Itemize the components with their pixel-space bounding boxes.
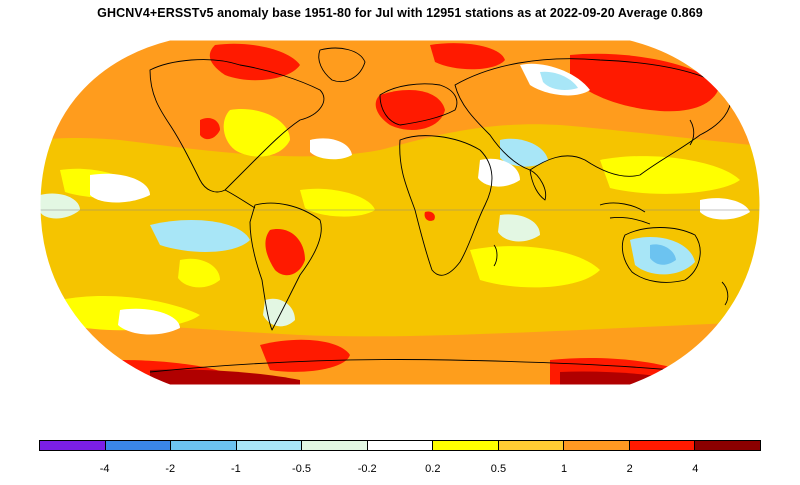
legend-swatch — [498, 441, 565, 450]
legend-swatch — [367, 441, 434, 450]
legend-tick-label: -0.2 — [357, 463, 377, 475]
map-title: GHCNV4+ERSSTv5 anomaly base 1951-80 for … — [97, 6, 703, 20]
legend-tick-label: -1 — [231, 463, 241, 475]
legend-tick-label: 0.5 — [490, 463, 507, 475]
legend-tick-label: -4 — [99, 463, 110, 475]
legend-swatch — [629, 441, 696, 450]
legend-swatch — [40, 441, 106, 450]
legend-swatch — [302, 441, 368, 450]
legend-swatch — [171, 441, 237, 450]
legend-tick-label: 0.2 — [425, 463, 441, 475]
color-legend-bar — [39, 440, 761, 451]
legend-tick-label: 1 — [561, 463, 568, 475]
legend-tick-label: -0.5 — [292, 463, 312, 475]
legend-swatch — [695, 441, 761, 450]
legend-tick-label: 4 — [692, 463, 699, 475]
legend-tick-label: 2 — [626, 463, 633, 475]
globe-outline — [39, 39, 761, 386]
legend-swatch — [564, 441, 630, 450]
legend-swatch — [105, 441, 172, 450]
color-legend-labels: -4 -2 -1 -0.5 -0.2 0.2 0.5 1 2 4 — [39, 463, 761, 477]
coastlines — [149, 47, 732, 376]
legend-swatch — [433, 441, 499, 450]
legend-swatch — [236, 441, 303, 450]
legend-tick-label: -2 — [165, 463, 176, 475]
